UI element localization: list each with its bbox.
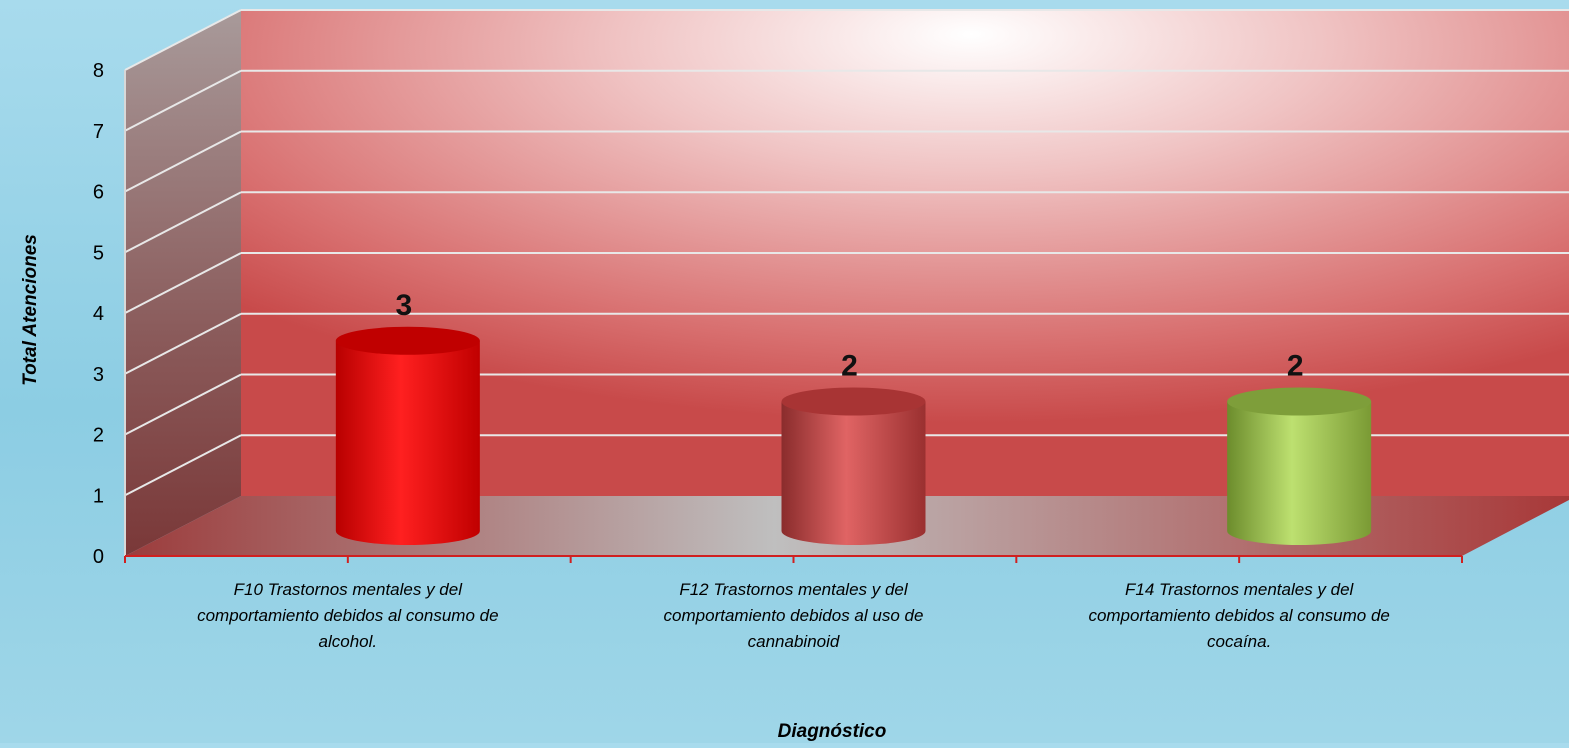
category-label-line: cannabinoid <box>748 632 840 651</box>
category-label-line: F10 Trastornos mentales y del <box>234 580 464 599</box>
x-axis-title: Diagnóstico <box>778 721 887 742</box>
gridlines <box>124 9 1569 497</box>
bar <box>1227 387 1372 545</box>
bar-top <box>1227 387 1372 416</box>
category-label-line: F12 Trastornos mentales y del <box>679 580 909 599</box>
y-tick-label: 7 <box>93 121 104 143</box>
gridline-side <box>124 191 242 254</box>
category-labels: F10 Trastornos mentales y del comportamie… <box>197 580 1390 651</box>
y-tick-label: 0 <box>93 546 104 568</box>
y-tick-label: 3 <box>93 364 104 386</box>
gridline-side <box>124 9 242 71</box>
category-label-line: F14 Trastornos mentales y del <box>1125 580 1355 599</box>
bar-body <box>781 401 926 545</box>
category-label: F14 Trastornos mentales y del comportamie… <box>1088 580 1389 651</box>
category-label: F12 Trastornos mentales y del comportamie… <box>664 580 924 651</box>
data-label: 2 <box>1287 350 1304 383</box>
bar-top <box>781 387 926 416</box>
category-label-line: comportamiento debidos al uso de <box>664 606 924 625</box>
y-tick-label: 5 <box>93 242 104 264</box>
y-tick-label: 4 <box>93 303 104 325</box>
y-tick-label: 1 <box>93 485 104 507</box>
gridline-side <box>124 69 242 132</box>
data-labels: 3 2 2 <box>395 289 1303 383</box>
bars <box>335 326 1372 545</box>
y-tick-label: 8 <box>93 60 104 82</box>
bar <box>335 326 480 545</box>
data-label: 3 <box>395 289 412 322</box>
axes <box>124 70 1463 563</box>
category-label-line: comportamiento debidos al consumo de <box>197 606 498 625</box>
gridline-side <box>124 312 242 375</box>
category-label: F10 Trastornos mentales y del comportamie… <box>197 580 498 651</box>
y-axis-title: Total Atenciones <box>20 234 41 386</box>
y-tick-label: 6 <box>93 182 104 204</box>
category-label-line: comportamiento debidos al consumo de <box>1088 606 1389 625</box>
bar-body <box>335 340 480 545</box>
gridline-side <box>124 130 242 193</box>
gridline-side <box>124 373 242 436</box>
gridline-side <box>124 252 242 314</box>
category-label-line: cocaína. <box>1207 632 1271 651</box>
gridline-side <box>124 434 242 497</box>
category-label-line: alcohol. <box>319 632 378 651</box>
bar-top <box>335 326 480 355</box>
y-tick-labels: 0 1 2 3 4 5 6 7 8 <box>93 60 104 568</box>
bar <box>781 387 926 545</box>
y-tick-label: 2 <box>93 425 104 447</box>
bar-body <box>1227 401 1372 545</box>
data-label: 2 <box>841 350 858 383</box>
